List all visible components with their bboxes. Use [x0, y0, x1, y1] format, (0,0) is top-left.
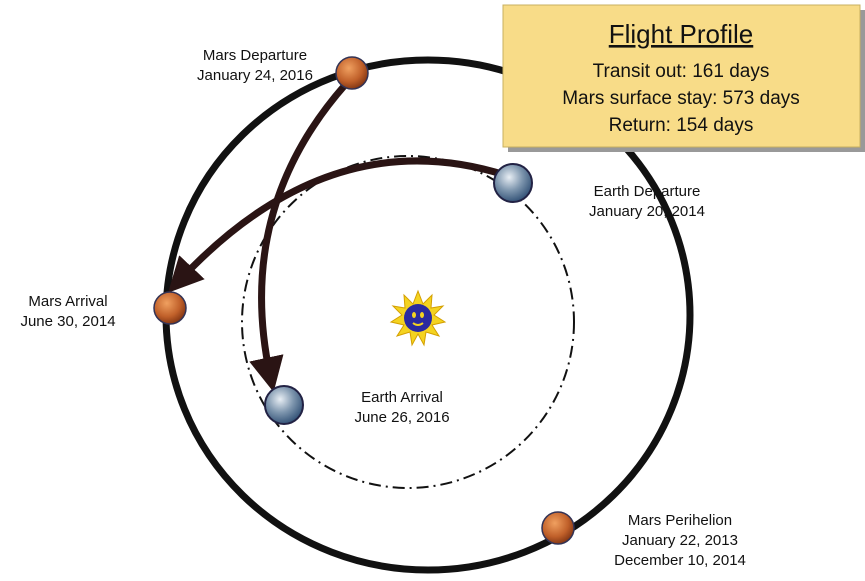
flight-profile-line: Return: 154 days — [609, 115, 754, 136]
label-line: January 22, 2013 — [622, 532, 738, 549]
outbound-arrow — [168, 157, 507, 293]
label-line: December 10, 2014 — [614, 552, 746, 569]
label-line: Earth Arrival — [361, 389, 443, 406]
flight-profile-line: Mars surface stay: 573 days — [562, 88, 800, 109]
flight-profile-box: Flight Profile Transit out: 161 days Mar… — [502, 4, 865, 152]
label-line: Mars Perihelion — [628, 512, 732, 529]
mars — [541, 511, 575, 545]
label-line: Mars Arrival — [28, 293, 107, 310]
label-line: Earth Departure — [594, 183, 701, 200]
earth-orbit — [241, 155, 575, 489]
labels: Mars Departure January 24, 2016 Earth De… — [20, 47, 745, 569]
label-line: January 20, 2014 — [589, 203, 705, 220]
flight-profile-line: Transit out: 161 days — [593, 61, 770, 82]
flight-profile-title: Flight Profile — [609, 19, 754, 49]
sun — [389, 289, 447, 347]
earth — [264, 385, 304, 425]
label-line: January 24, 2016 — [197, 67, 313, 84]
return-arrow — [249, 82, 348, 393]
label-line: Mars Departure — [203, 47, 307, 64]
mars — [335, 56, 369, 90]
label-line: June 30, 2014 — [20, 313, 115, 330]
earth — [493, 163, 533, 203]
mars — [153, 291, 187, 325]
label-line: June 26, 2016 — [354, 409, 449, 426]
